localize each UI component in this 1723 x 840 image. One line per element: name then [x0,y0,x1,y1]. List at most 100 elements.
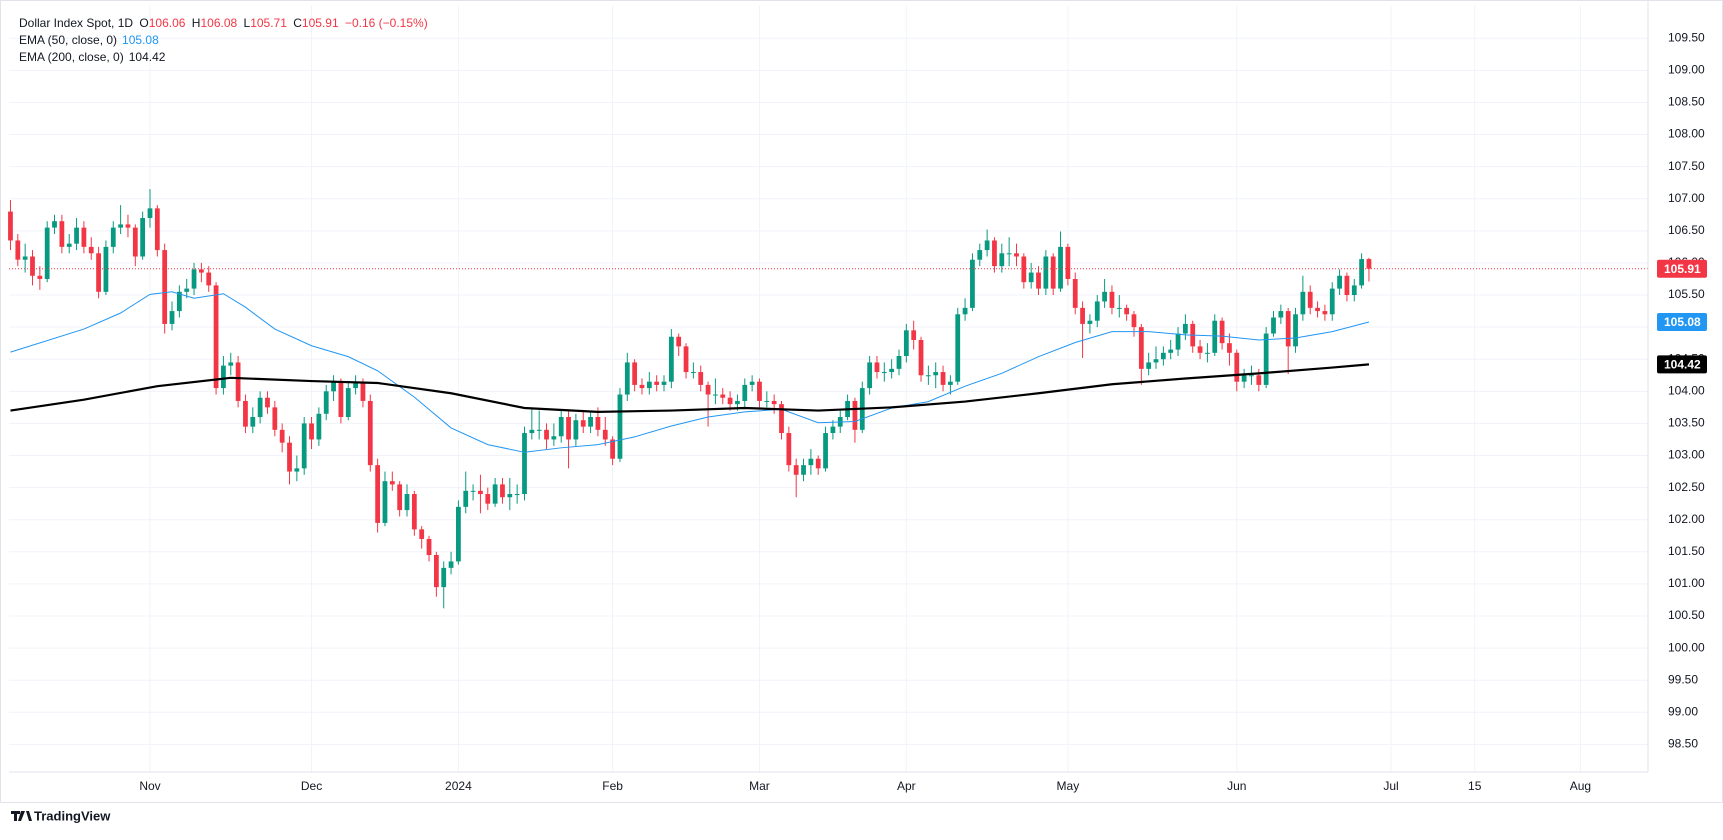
candle-body [801,465,806,475]
candle-body [1050,256,1056,289]
candle-body [962,307,968,315]
candle-body [1205,352,1210,354]
x-tick-label: 15 [1468,779,1482,793]
candle-body [646,381,652,389]
legend-name: EMA (50, close, 0) [19,33,117,47]
y-tick-label: 100.00 [1668,640,1705,654]
x-tick-label: Jun [1227,779,1246,793]
candle-body [1028,272,1034,283]
candle-body [44,227,50,279]
candle-body [896,356,902,369]
candle-body [793,465,799,475]
x-tick-label: Nov [139,779,160,793]
candle-body [1146,362,1152,369]
candle-body [720,394,726,398]
candle-body [125,224,131,228]
candle-body [544,429,549,440]
y-tick-label: 100.50 [1668,608,1705,622]
candle-body [1138,327,1144,369]
candle-body [867,362,873,389]
candle-body [485,494,491,504]
candle-body [889,368,895,373]
candle-body [940,372,946,385]
candle-body [595,416,601,430]
candle-body [830,426,836,434]
ema-line [10,363,1370,413]
candle-body [852,400,858,430]
y-tick-label: 104.00 [1668,383,1705,397]
x-tick-label: Mar [749,779,770,793]
price-tag-label: 105.91 [1664,262,1701,276]
candle-body [1285,311,1291,347]
candle-body [823,433,828,469]
candle-body [243,400,248,427]
candle-body [925,375,931,377]
candle-body [250,416,256,427]
y-tick-label: 108.00 [1668,127,1705,141]
y-tick-label: 103.50 [1668,416,1705,430]
price-tag [1657,259,1707,278]
candle-body [1080,307,1085,324]
candle-body [1058,246,1063,289]
candle-body [1359,259,1365,286]
candle-body [977,250,983,260]
candle-body [191,269,197,289]
candle-body [331,381,336,392]
candle-body [1014,253,1019,257]
candle-body [118,224,124,228]
candle-body [749,381,755,385]
candle-body [1065,246,1071,279]
candle-body [903,330,909,357]
candle-body [984,240,990,251]
legend-value: 105.08 [122,33,159,47]
candle-body [463,490,469,507]
candle-body [1036,272,1041,289]
candle-body [735,400,740,405]
x-tick-label: May [1057,779,1080,793]
candle-body [206,272,212,286]
y-tick-label: 109.00 [1668,63,1705,77]
open-value: 106.06 [149,16,186,30]
candle-body [690,372,696,374]
candle-body [404,494,410,511]
candle-body [1278,311,1284,318]
x-tick-label: Feb [602,779,623,793]
candle-body [573,420,579,440]
candle-body [507,494,513,498]
candle-body [316,413,322,440]
ohlc-label: O [139,16,148,30]
y-tick-label: 108.50 [1668,95,1705,109]
candle-body [323,391,329,414]
candle-body [397,484,403,511]
candle-body [815,458,821,469]
candle-body [639,384,645,389]
symbol: Dollar Index Spot, 1D [19,16,133,30]
candle-body [1072,278,1078,308]
candle-body [522,433,527,495]
ema-line [10,291,1370,453]
candle-body [1256,375,1262,385]
ohlc-label: L [244,16,251,30]
candle-body [1212,320,1218,353]
y-tick-label: 105.50 [1668,287,1705,301]
candle-body [705,384,711,395]
candle-body [66,243,72,247]
ohlc-label: C [293,16,302,30]
candle-body [999,253,1005,267]
candle-body [742,384,748,401]
candle-body [779,404,784,434]
candle-body [213,285,219,389]
candle-body [162,250,168,324]
candle-body [1109,291,1115,308]
candle-body [588,416,593,427]
candle-body [727,397,733,405]
candle-body [551,436,557,440]
candle-body [37,275,43,279]
candle-body [154,208,160,251]
x-tick-label: Apr [897,779,916,793]
candle-body [757,381,762,401]
candle-body [353,381,358,389]
candle-body [566,416,571,440]
y-tick-label: 101.00 [1668,576,1705,590]
candle-body [1153,359,1159,363]
